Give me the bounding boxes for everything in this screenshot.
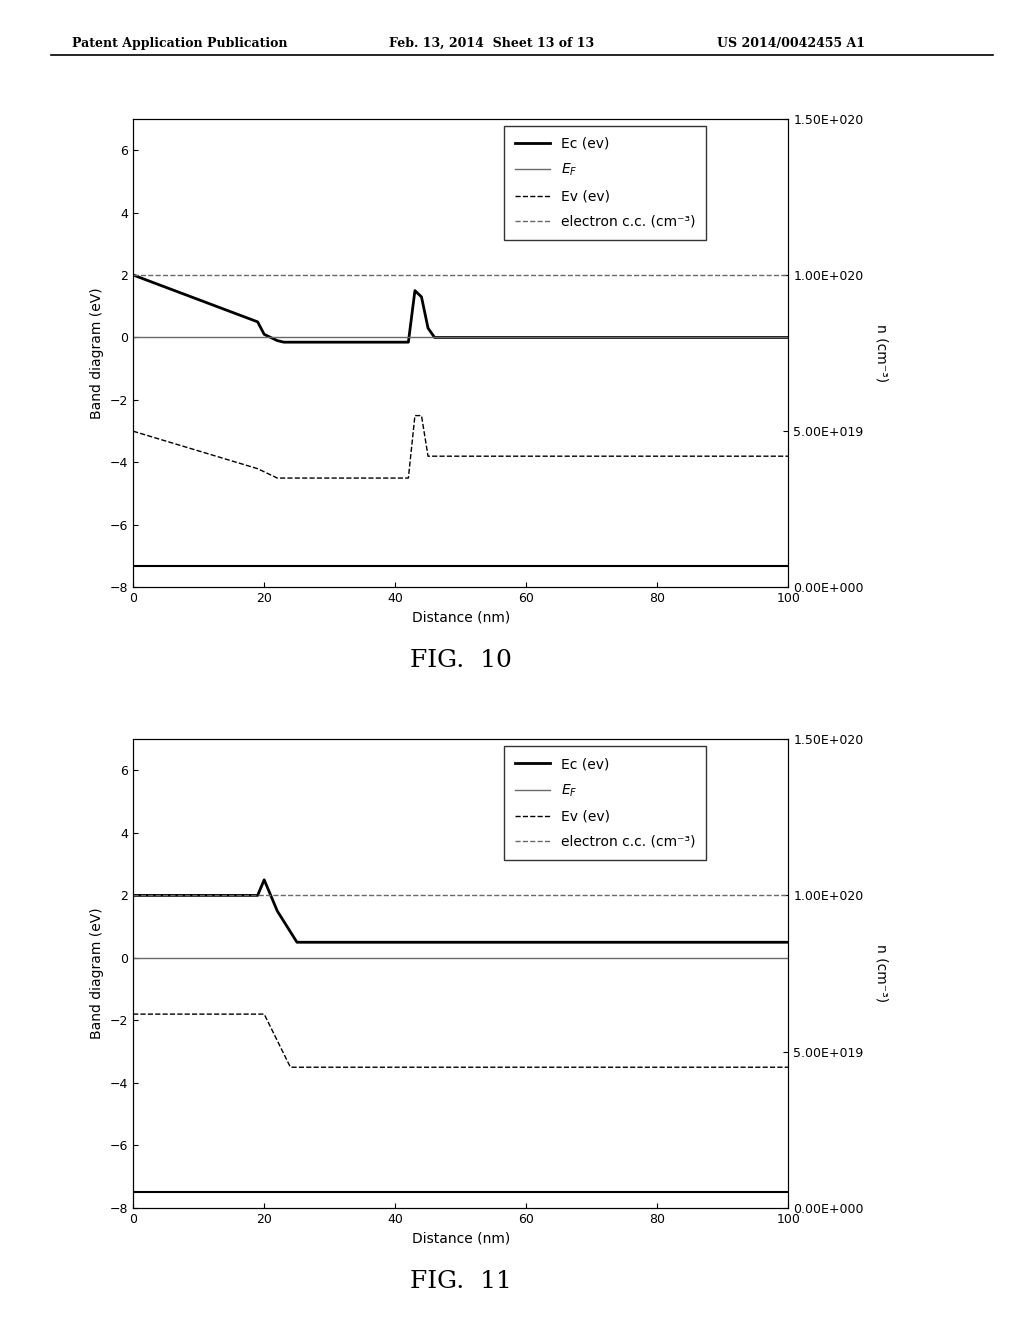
Y-axis label: Band diagram (eV): Band diagram (eV) <box>90 288 104 418</box>
Legend: Ec (ev), $E_F$, Ev (ev), electron c.c. (cm⁻³): Ec (ev), $E_F$, Ev (ev), electron c.c. (… <box>504 125 707 240</box>
X-axis label: Distance (nm): Distance (nm) <box>412 611 510 624</box>
Text: US 2014/0042455 A1: US 2014/0042455 A1 <box>717 37 865 50</box>
Legend: Ec (ev), $E_F$, Ev (ev), electron c.c. (cm⁻³): Ec (ev), $E_F$, Ev (ev), electron c.c. (… <box>504 746 707 861</box>
Text: FIG.  10: FIG. 10 <box>410 649 512 672</box>
Y-axis label: n (cm⁻³): n (cm⁻³) <box>874 944 889 1003</box>
Y-axis label: n (cm⁻³): n (cm⁻³) <box>874 323 889 383</box>
Y-axis label: Band diagram (eV): Band diagram (eV) <box>90 908 104 1039</box>
Text: Feb. 13, 2014  Sheet 13 of 13: Feb. 13, 2014 Sheet 13 of 13 <box>389 37 594 50</box>
X-axis label: Distance (nm): Distance (nm) <box>412 1232 510 1245</box>
Text: FIG.  11: FIG. 11 <box>410 1270 512 1292</box>
Text: Patent Application Publication: Patent Application Publication <box>72 37 287 50</box>
